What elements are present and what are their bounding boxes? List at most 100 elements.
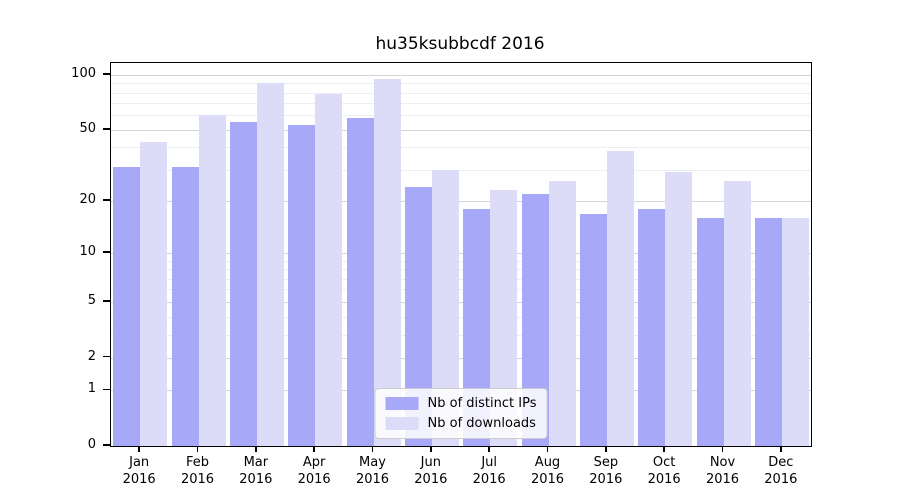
x-tick-mark [605,446,607,452]
y-tick-label: 0 [87,437,96,452]
y-tick-mark [103,444,110,446]
gridline-minor [111,289,811,291]
gridline-minor [111,92,811,94]
bar-downloads [198,115,226,446]
bar-downloads [606,151,634,446]
x-tick-year: 2016 [414,472,448,487]
bar-distinct-ips [288,125,316,446]
gridline-minor [111,115,811,117]
bar-downloads [723,180,751,446]
gridline-minor [111,103,811,105]
bar-downloads [781,218,809,446]
bar-downloads [373,78,401,446]
bar-distinct-ips [113,167,141,446]
gridline-major [111,129,811,131]
x-tick-year: 2016 [705,472,740,487]
y-tick-mark [103,251,110,253]
x-tick-mark [313,446,315,452]
x-tick-year: 2016 [297,472,331,487]
bar-distinct-ips [638,209,666,446]
x-tick-month: Oct [652,455,676,470]
gridline-minor [111,169,811,171]
x-tick-mark [255,446,257,452]
x-tick-mark [780,446,782,452]
x-tick-label: Feb 2016 [163,454,233,488]
x-tick-mark [546,446,549,452]
x-tick-year: 2016 [589,472,623,487]
bar-downloads [665,172,693,446]
gridline-minor [111,278,811,280]
x-tick-month: Sep [593,455,619,470]
x-tick-label: Aug 2016 [513,454,583,488]
gridline-minor [111,83,811,85]
x-tick-month: Jul [481,455,497,470]
x-tick-year: 2016 [647,472,681,487]
gridline-minor [111,260,811,262]
x-tick-month: Jun [420,455,441,470]
y-tick-label: 20 [79,192,96,208]
bar-downloads [315,93,343,446]
x-tick-label: Oct 2016 [629,454,699,488]
gridline-major [111,301,811,303]
x-tick-month: Nov [709,455,736,470]
x-tick-month: Mar [243,455,269,470]
gridline-major [111,74,811,76]
x-tick-mark [663,446,665,452]
plot-area: Nb of distinct IPs Nb of downloads [110,62,812,447]
x-tick-month: Jan [129,455,150,470]
gridline-minor [111,147,811,149]
y-tick-label: 100 [71,65,96,81]
gridline-major [111,357,811,359]
x-tick-label: Nov 2016 [688,454,758,488]
x-tick-label: Jun 2016 [396,454,466,488]
x-tick-year: 2016 [764,472,798,487]
legend: Nb of distinct IPs Nb of downloads [374,388,548,439]
x-tick-mark [721,446,724,452]
x-tick-year: 2016 [180,472,215,487]
x-tick-label: Sep 2016 [571,454,641,488]
y-tick-mark [103,300,110,302]
x-tick-label: Jan 2016 [104,454,174,488]
bar-distinct-ips [171,167,199,446]
gridline-minor [111,334,811,336]
gridline-major [111,201,811,203]
x-tick-year: 2016 [355,472,390,487]
bar-distinct-ips [579,213,607,446]
x-tick-mark [488,446,490,452]
x-tick-label: Dec 2016 [746,454,816,488]
legend-swatch-distinct-ips [385,397,419,410]
gridline-minor [111,316,811,318]
x-tick-label: Mar 2016 [221,454,291,488]
x-tick-year: 2016 [122,472,156,487]
x-tick-year: 2016 [530,472,565,487]
y-tick-label: 5 [87,292,96,308]
bar-downloads [140,141,168,446]
bar-distinct-ips [696,218,724,446]
x-tick-label: May 2016 [338,454,408,488]
y-tick-label: 1 [87,381,96,397]
y-tick-label: 2 [87,348,96,364]
x-tick-year: 2016 [472,472,506,487]
x-tick-mark [430,446,432,452]
bar-distinct-ips [346,118,374,446]
legend-label: Nb of distinct IPs [427,396,537,411]
bar-distinct-ips [229,122,257,446]
y-tick-mark [103,128,110,130]
x-tick-month: Feb [185,455,210,470]
y-tick-label: 50 [79,120,96,136]
bar-downloads [548,180,576,446]
x-tick-month: May [359,455,386,470]
legend-item: Nb of distinct IPs [385,396,537,411]
x-tick-month: Aug [534,455,561,470]
y-tick-mark [103,199,110,201]
legend-item: Nb of downloads [385,416,537,431]
x-tick-month: Apr [302,455,326,470]
x-tick-label: Apr 2016 [279,454,349,488]
x-tick-label: Jul 2016 [454,454,524,488]
legend-swatch-downloads [385,417,419,430]
gridline-minor [111,269,811,271]
legend-label: Nb of downloads [427,416,536,431]
y-tick-mark [103,73,110,75]
y-tick-label: 10 [79,244,96,260]
